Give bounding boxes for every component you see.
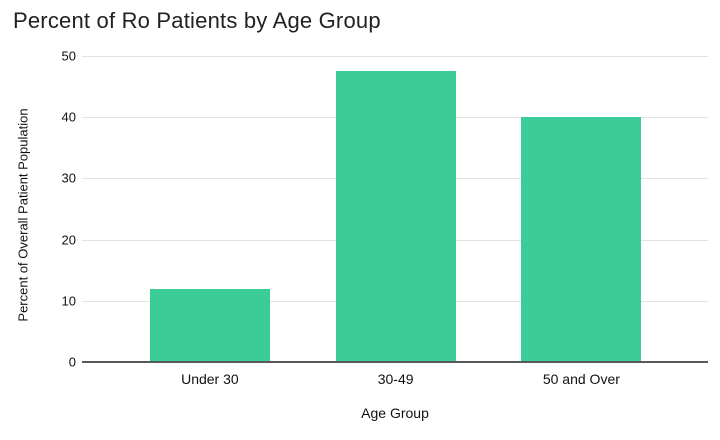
- bar-under-30[interactable]: [149, 288, 270, 362]
- chart-title: Percent of Ro Patients by Age Group: [13, 8, 381, 33]
- x-axis-title: Age Group: [361, 405, 429, 421]
- y-tick-label: 20: [61, 232, 76, 248]
- gridline: [82, 56, 708, 57]
- y-tick-label: 30: [61, 170, 76, 186]
- bar-50-and-over[interactable]: [521, 117, 642, 362]
- y-tick-label: 0: [68, 354, 76, 370]
- y-tick-label: 10: [61, 293, 76, 309]
- x-tick-label: Under 30: [181, 371, 239, 387]
- x-axis-baseline: [82, 361, 708, 363]
- y-tick-label: 40: [61, 109, 76, 125]
- x-tick-label: 50 and Over: [542, 371, 620, 387]
- y-axis-title: Percent of Overall Patient Population: [15, 108, 31, 322]
- x-tick-label: 30-49: [377, 371, 414, 387]
- bar-30-49[interactable]: [335, 71, 456, 362]
- y-tick-label: 50: [61, 48, 76, 64]
- plot-area: 0 10 20 30 40 50 Under 30 30-49 50 and Over Age G…: [62, 50, 708, 421]
